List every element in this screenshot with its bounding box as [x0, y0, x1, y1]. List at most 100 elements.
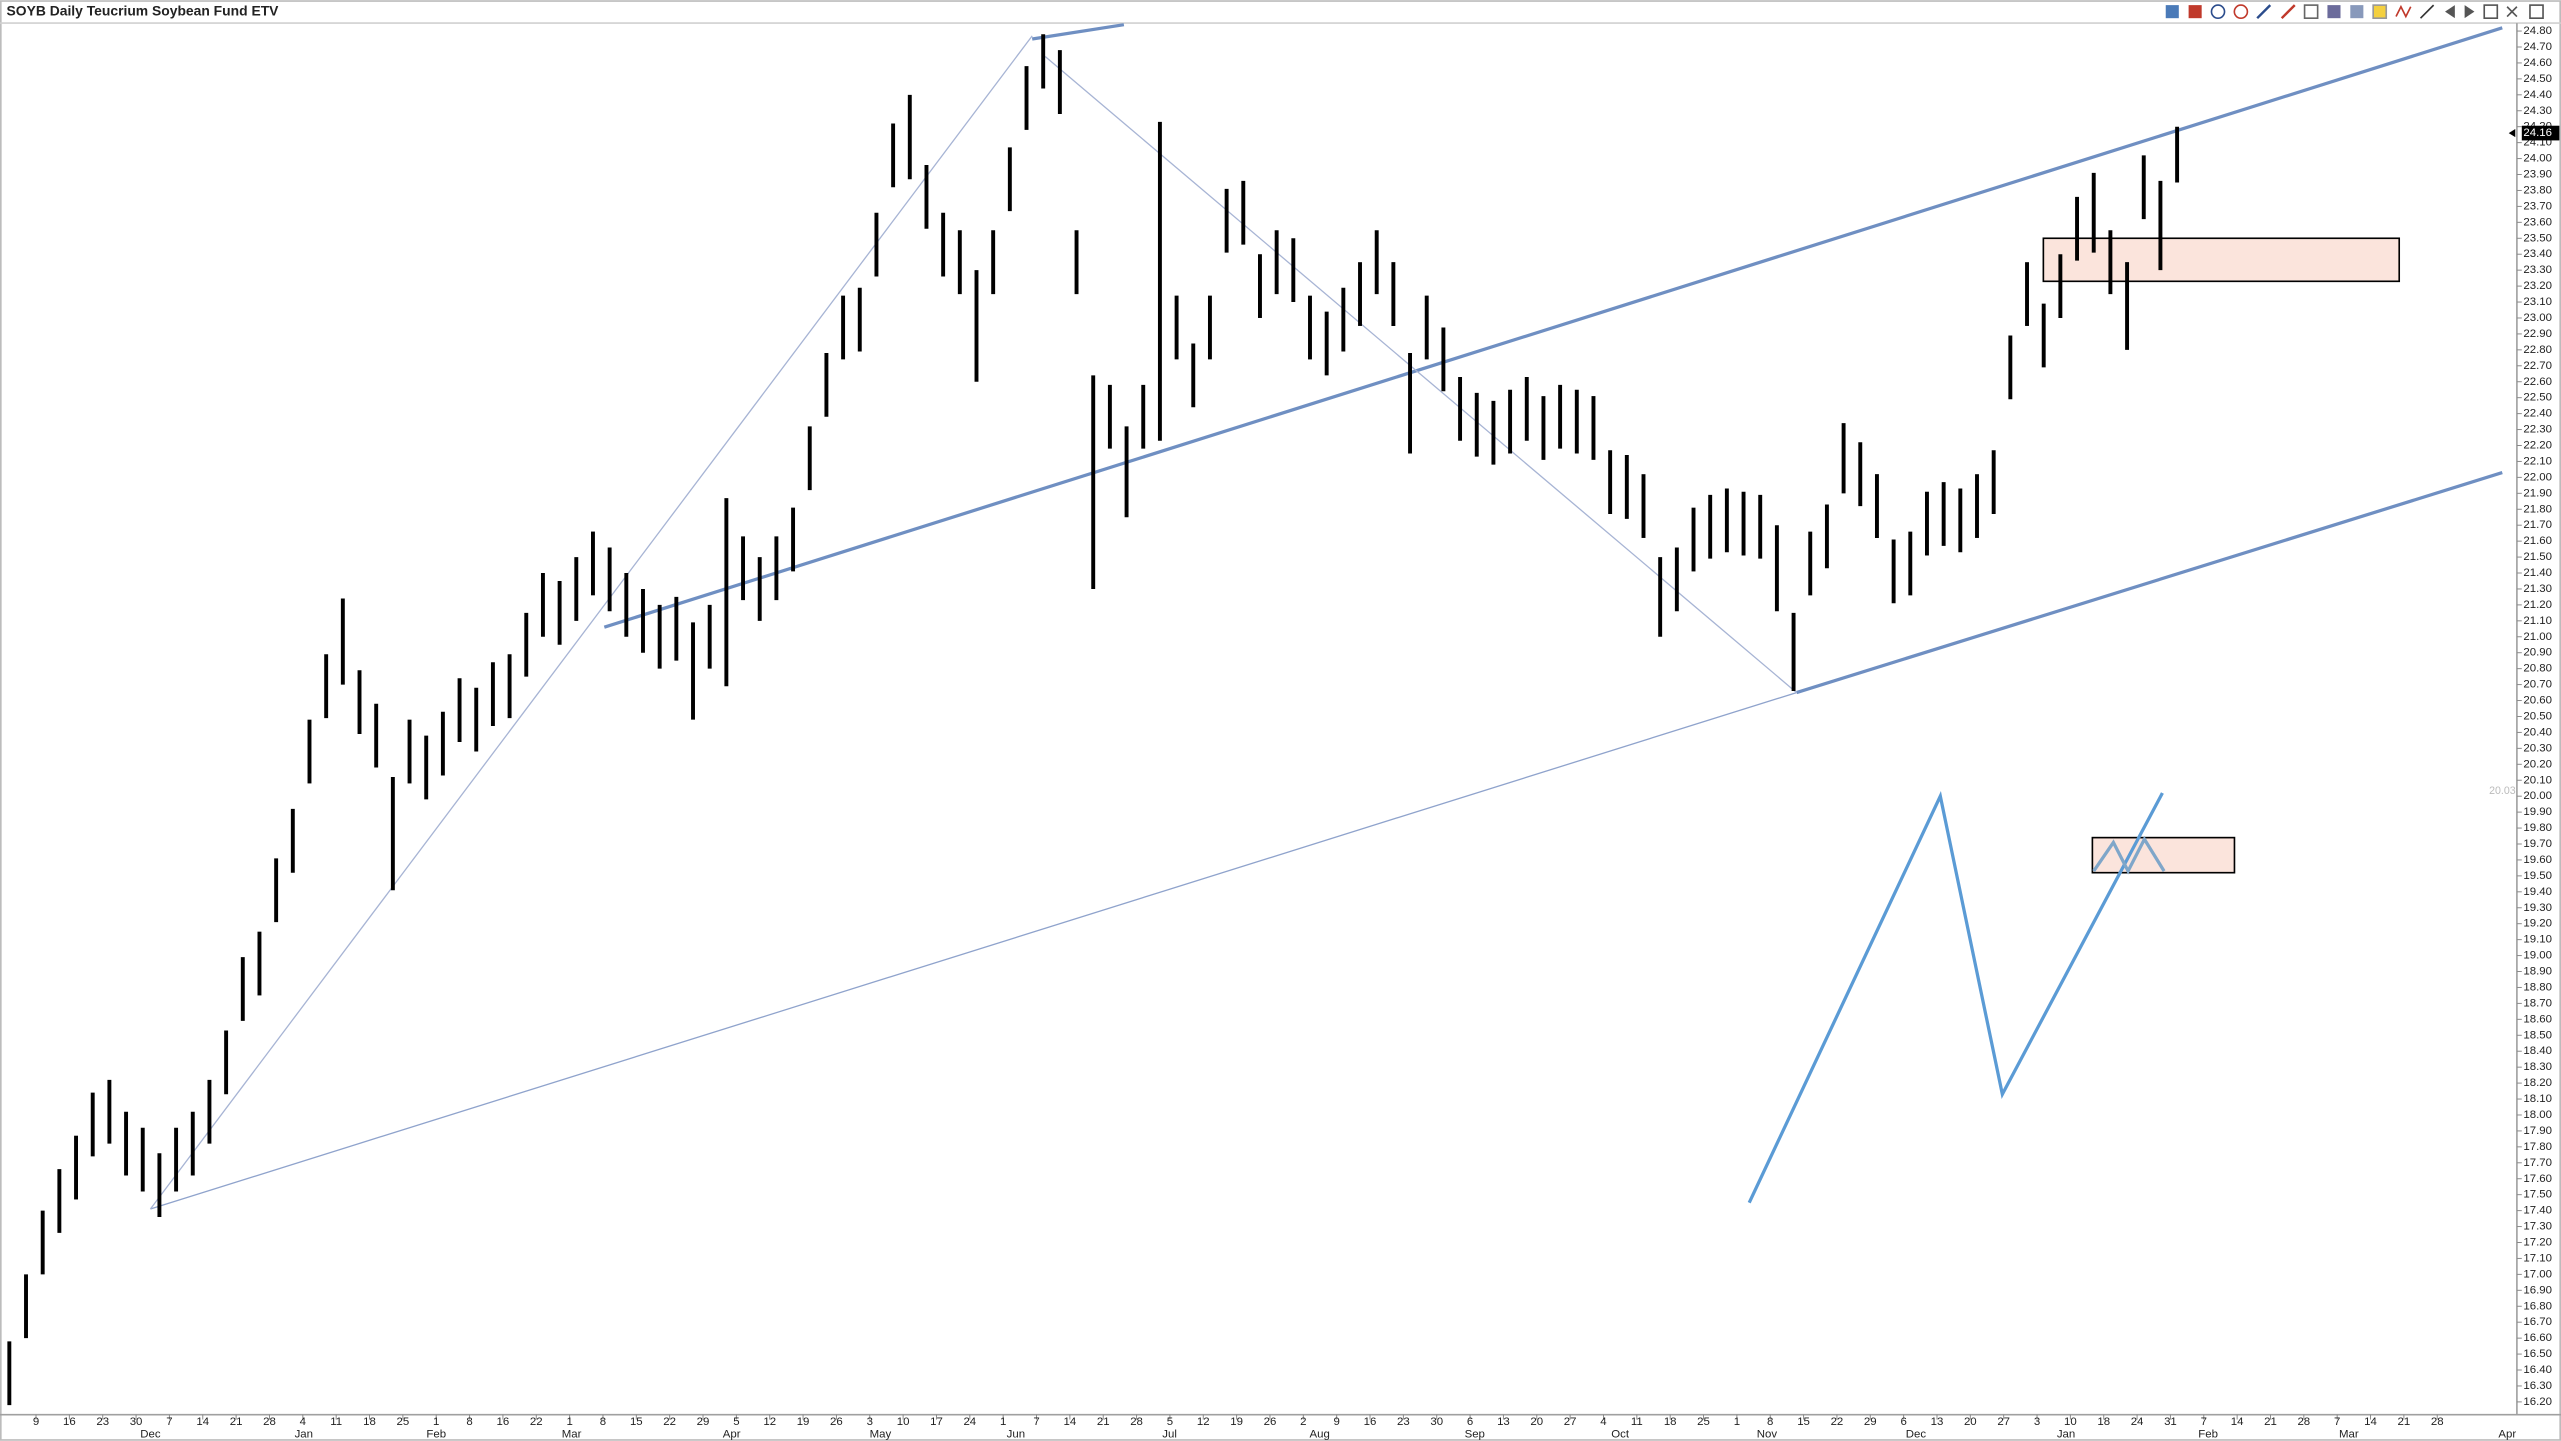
y-tick-label: 17.30: [2523, 1221, 2552, 1233]
tool-icon[interactable]: [2210, 4, 2226, 20]
chart-title: SOYB Daily Teucrium Soybean Fund ETV: [7, 2, 280, 18]
x-tick-label: 7: [2201, 1416, 2207, 1428]
tool-icon[interactable]: [2395, 4, 2412, 19]
tool-icon[interactable]: [2280, 4, 2296, 20]
trendline: [1044, 56, 1797, 694]
x-tick-label: 12: [763, 1416, 776, 1428]
x-tick-label: 14: [2231, 1416, 2244, 1428]
y-tick-label: 21.10: [2523, 615, 2552, 627]
x-tick-label: 4: [300, 1416, 307, 1428]
x-tick-label: 11: [330, 1416, 342, 1428]
trendline: [149, 35, 1033, 1210]
tool-icon[interactable]: [2303, 4, 2319, 20]
y-tick-label: 19.80: [2523, 822, 2552, 834]
tool-icon[interactable]: [2372, 4, 2388, 20]
y-tick-label: 22.80: [2523, 344, 2552, 356]
tool-icon[interactable]: [2256, 4, 2272, 20]
y-tick-label: 18.40: [2523, 1045, 2552, 1057]
tool-icon[interactable]: [2233, 4, 2249, 20]
y-tick-label: 18.60: [2523, 1013, 2552, 1025]
tool-icon[interactable]: [2464, 5, 2475, 19]
y-tick-label: 21.40: [2523, 567, 2552, 579]
y-tick-label: 17.00: [2523, 1268, 2552, 1280]
month-label: Oct: [1611, 1428, 1630, 1440]
y-tick-label: 20.10: [2523, 774, 2552, 786]
y-tick-label: 16.40: [2523, 1364, 2552, 1376]
tool-icon[interactable]: [2419, 4, 2435, 19]
month-label: Jun: [1007, 1428, 1025, 1440]
x-tick-label: 7: [166, 1416, 172, 1428]
x-tick-label: 18: [2097, 1416, 2110, 1428]
y-tick-label: 20.80: [2523, 663, 2552, 675]
month-label: Feb: [2198, 1428, 2218, 1440]
tool-icon[interactable]: [2188, 5, 2202, 19]
tool-icon[interactable]: [2350, 5, 2364, 19]
x-tick-label: 1: [1000, 1416, 1006, 1428]
x-tick-label: 6: [1467, 1416, 1473, 1428]
y-tick-label: 18.70: [2523, 997, 2552, 1009]
tool-icon[interactable]: [2445, 5, 2455, 19]
tool-icon[interactable]: [2165, 5, 2179, 19]
month-label: Apr: [2498, 1428, 2516, 1440]
x-tick-label: 22: [663, 1416, 676, 1428]
x-tick-label: 1: [433, 1416, 439, 1428]
x-tick-label: 28: [2431, 1416, 2444, 1428]
x-tick-label: 5: [733, 1416, 739, 1428]
x-tick-label: 1: [1734, 1416, 1740, 1428]
x-tick-label: 15: [1797, 1416, 1810, 1428]
y-tick-label: 16.20: [2523, 1396, 2552, 1408]
x-tick-label: 8: [1767, 1416, 1773, 1428]
month-label: Sep: [1465, 1428, 1485, 1440]
y-tick-label: 23.30: [2523, 264, 2552, 276]
x-tick-label: 8: [600, 1416, 606, 1428]
x-tick-label: 16: [63, 1416, 76, 1428]
x-tick-label: 14: [1064, 1416, 1077, 1428]
x-tick-label: 19: [1230, 1416, 1243, 1428]
x-tick-label: 30: [130, 1416, 143, 1428]
y-tick-label: 21.20: [2523, 599, 2552, 611]
y-tick-label: 23.90: [2523, 169, 2552, 181]
x-tick-label: 21: [1097, 1416, 1110, 1428]
y-tick-label: 21.80: [2523, 503, 2552, 515]
y-tick-label: 21.70: [2523, 519, 2552, 531]
y-tick-label: 16.70: [2523, 1316, 2552, 1328]
y-tick-label: 17.80: [2523, 1141, 2552, 1153]
x-tick-label: 13: [1497, 1416, 1510, 1428]
y-tick-label: 24.50: [2523, 73, 2552, 85]
y-tick-label: 19.40: [2523, 886, 2552, 898]
tool-icon[interactable]: [2327, 5, 2341, 19]
y-tick-label: 17.90: [2523, 1125, 2552, 1137]
x-tick-label: 12: [1197, 1416, 1210, 1428]
y-tick-label: 16.50: [2523, 1348, 2552, 1360]
price-zone: [2042, 237, 2401, 283]
tool-icon[interactable]: [2506, 6, 2518, 18]
y-tick-label: 22.40: [2523, 408, 2552, 420]
y-tick-label: 17.40: [2523, 1205, 2552, 1217]
x-tick-label: 7: [1033, 1416, 1039, 1428]
price-zone: [2091, 836, 2236, 874]
y-tick-label: 18.30: [2523, 1061, 2552, 1073]
month-label: May: [870, 1428, 892, 1440]
tool-icon[interactable]: [2483, 4, 2499, 20]
y-tick-label: 16.90: [2523, 1284, 2552, 1296]
y-tick-label: 21.60: [2523, 535, 2552, 547]
tool-icon[interactable]: [2529, 4, 2544, 20]
x-tick-label: 30: [1430, 1416, 1443, 1428]
y-tick-label: 19.30: [2523, 902, 2552, 914]
x-tick-label: 28: [263, 1416, 276, 1428]
plot-area: [7, 23, 2503, 1406]
trendline: [1796, 471, 2503, 695]
y-tick-label: 20.20: [2523, 758, 2552, 770]
x-tick-label: 10: [2064, 1416, 2077, 1428]
y-tick-label: 21.30: [2523, 583, 2552, 595]
y-tick-label: 22.20: [2523, 440, 2552, 452]
month-label: Apr: [723, 1428, 741, 1440]
trendline: [150, 691, 1797, 1210]
x-tick-label: 5: [1167, 1416, 1173, 1428]
x-tick-label: 9: [1333, 1416, 1339, 1428]
y-tick-label: 19.70: [2523, 838, 2552, 850]
y-tick-label: 22.00: [2523, 471, 2552, 483]
x-tick-label: 25: [397, 1416, 410, 1428]
